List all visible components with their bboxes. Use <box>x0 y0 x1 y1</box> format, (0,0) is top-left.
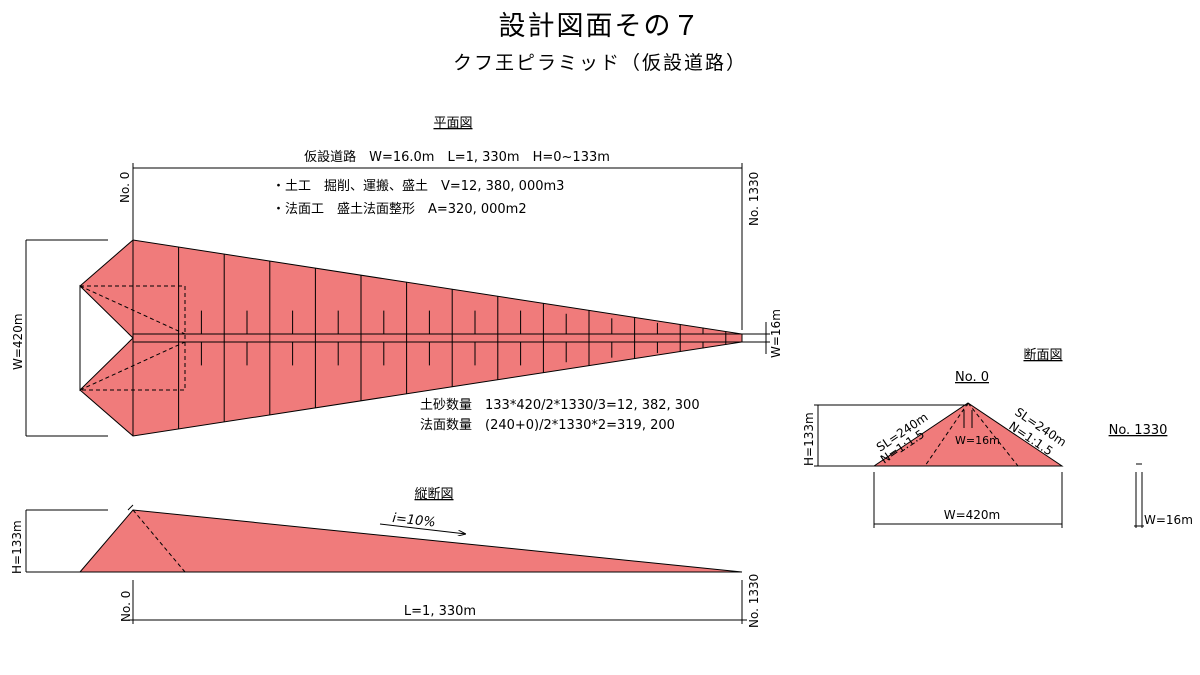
profile-length: L=1, 330m <box>404 604 476 619</box>
section-no0-label: No. 0 <box>955 370 989 385</box>
section-base-width: W=420m <box>944 508 1001 522</box>
section-height: H=133m <box>802 412 816 466</box>
plan-quantity-earth: 土砂数量 133*420/2*1330/3=12, 382, 300 <box>420 398 700 413</box>
plan-dashed-diagonal-top <box>79 285 186 335</box>
plan-station-lines <box>178 247 727 429</box>
profile-heading: 縦断図 <box>414 487 453 502</box>
profile-start-station: No. 0 <box>119 591 133 622</box>
plan-dashed-diagonal-bottom <box>79 341 186 391</box>
profile-view: 縦断図 i=10% H=133m L=1, 330m No. 0 No. 133… <box>10 487 761 628</box>
drawing-title: 設計図面その７ <box>498 11 702 42</box>
drawing-subtitle: クフ王ピラミッド（仮設道路） <box>452 52 747 74</box>
plan-width-left: W=420m <box>11 313 25 370</box>
plan-end-station: No. 1330 <box>747 172 761 226</box>
profile-end-station: No. 1330 <box>747 574 761 628</box>
section-heading: 断面図 <box>1023 348 1062 363</box>
plan-quantity-slope: 法面数量 (240+0)/2*1330*2=319, 200 <box>420 418 675 433</box>
plan-work-item-earthwork: ・土工 掘削、運搬、盛土 V=12, 380, 000m3 <box>272 179 564 194</box>
plan-start-station: No. 0 <box>118 172 132 203</box>
plan-width-right: W=16m <box>769 309 783 358</box>
section-dashed-left <box>924 402 969 467</box>
plan-road-spec: 仮設道路 W=16.0m L=1, 330m H=0~133m <box>304 149 610 165</box>
section-crest-width: W=16m <box>955 434 1000 447</box>
profile-crest-tick <box>127 504 134 511</box>
plan-heading: 平面図 <box>433 116 472 131</box>
plan-view: 平面図 仮設道路 W=16.0m L=1, 330m H=0~133m ・土工 … <box>11 116 783 437</box>
section-no1330-label: No. 1330 <box>1109 423 1168 438</box>
profile-embankment <box>78 509 743 573</box>
profile-grade-arrow <box>379 523 466 534</box>
plan-work-item-slope: ・法面工 盛土法面整形 A=320, 000m2 <box>272 202 527 217</box>
profile-grade: i=10% <box>392 511 437 530</box>
section-no0-triangle <box>872 402 1064 467</box>
profile-height: H=133m <box>10 520 24 574</box>
section-end-width: W=16m <box>1144 513 1193 527</box>
plan-dashed-outline <box>80 285 186 391</box>
section-view: 断面図 No. 0 W=16m SL=240m N=1:1.5 SL=240m … <box>802 348 1193 528</box>
